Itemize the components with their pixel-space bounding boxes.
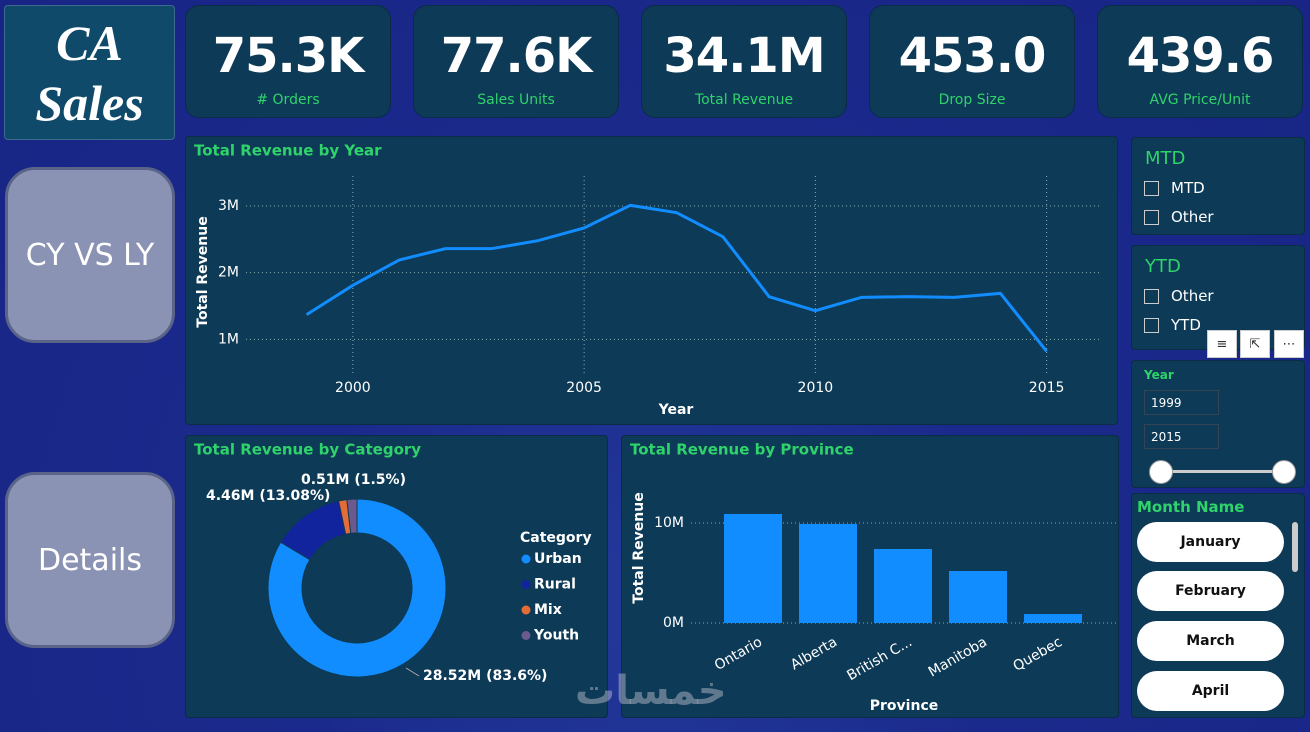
slicer-title: YTD (1145, 256, 1181, 277)
month-button[interactable]: January (1137, 522, 1284, 562)
kpi-value: 75.3K (212, 28, 365, 84)
y-tick-label: 1M (218, 331, 239, 347)
slicer-title: MTD (1145, 148, 1186, 169)
logo-line: CA (56, 15, 123, 71)
watermark: خمسات (575, 668, 727, 714)
kpi-value: 453.0 (898, 28, 1047, 84)
x-axis-title: Province (870, 698, 938, 714)
slicer-title: Year (1144, 368, 1174, 382)
donut-slice (267, 498, 447, 678)
checkbox[interactable]: YTD (1144, 316, 1201, 334)
logo: CA Sales (4, 5, 175, 140)
kpi-label: AVG Price/Unit (1149, 92, 1251, 108)
leader (405, 667, 420, 677)
kpi-card: 77.6K Sales Units (413, 5, 619, 118)
x-tick-label: 2000 (335, 380, 371, 396)
x-tick-label: 2015 (1029, 380, 1065, 396)
filter-icon[interactable]: ≡ (1207, 330, 1237, 358)
month-button[interactable]: April (1137, 671, 1284, 711)
donut-slice (346, 498, 358, 534)
chart-title: Total Revenue by Category (194, 441, 421, 459)
legend-label: Urban (534, 551, 582, 567)
line (305, 203, 1048, 353)
checkbox[interactable]: MTD (1144, 179, 1205, 197)
date-input[interactable]: 2015 (1144, 424, 1219, 449)
date-input[interactable]: 1999 (1144, 390, 1219, 415)
data-label: 4.46M (13.08%) (206, 488, 330, 504)
y-axis-title: Total Revenue (195, 216, 211, 327)
month-button[interactable]: February (1137, 571, 1284, 611)
bar (724, 514, 782, 623)
nav-button[interactable]: Details (5, 472, 175, 648)
option-label: Other (1171, 287, 1214, 305)
x-tick-label: 2005 (566, 380, 602, 396)
y-tick-label: 10M (654, 515, 684, 531)
y-tick-label: 3M (218, 198, 239, 214)
kpi-card: 75.3K # Orders (185, 5, 391, 118)
slider-track (1160, 470, 1284, 473)
scrollbar[interactable] (1292, 522, 1298, 572)
chart-title: Total Revenue by Province (630, 441, 854, 459)
kpi-value: 439.6 (1126, 28, 1275, 84)
kpi-value: 77.6K (440, 28, 593, 84)
kpi-label: Sales Units (477, 92, 555, 108)
bar (1024, 614, 1082, 623)
y-tick-label: 0M (663, 615, 684, 631)
data-label: 28.52M (83.6%) (423, 668, 547, 684)
logo-line: Sales (35, 75, 144, 131)
slicer: MTD MTD Other (1131, 137, 1305, 235)
option-label: MTD (1171, 179, 1205, 197)
kpi-label: Total Revenue (694, 92, 794, 108)
bar (874, 549, 932, 623)
kpi-card: 34.1M Total Revenue (641, 5, 847, 118)
option-label: YTD (1171, 316, 1201, 334)
focus-icon[interactable]: ⇱ (1240, 330, 1270, 358)
bar (949, 571, 1007, 623)
x-tick-label: 2010 (798, 380, 834, 396)
bar (799, 524, 857, 623)
legend-label: Youth (533, 628, 579, 644)
slider-handle[interactable] (1272, 460, 1296, 484)
legend-title: Category (520, 530, 592, 546)
more-icon[interactable]: ⋯ (1274, 330, 1304, 358)
x-tick-label: Manitoba (926, 634, 990, 680)
donut-chart: Total Revenue by Category 28.52M (83.6%) 4… (185, 435, 608, 718)
kpi-label: # Orders (256, 92, 320, 108)
checkbox[interactable]: Other (1144, 208, 1214, 226)
checkbox[interactable]: Other (1144, 287, 1214, 305)
kpi-value: 34.1M (663, 28, 825, 84)
nav-button[interactable]: CY VS LY (5, 167, 175, 343)
chart-title: Total Revenue by Year (194, 142, 382, 160)
kpi-label: Drop Size (938, 92, 1006, 108)
legend-label: Mix (534, 602, 562, 618)
kpi-card: 453.0 Drop Size (869, 5, 1075, 118)
legend-marker (521, 605, 531, 615)
month-button[interactable]: March (1137, 621, 1284, 661)
x-tick-label: Alberta (788, 634, 840, 673)
legend-label: Rural (534, 577, 576, 593)
kpi-card: 439.6 AVG Price/Unit (1097, 5, 1303, 118)
slicer: Month Name January February March April (1131, 493, 1305, 718)
line-chart: Total Revenue by Year 1M 2M 3M 2000 2005 2010 2… (185, 136, 1118, 425)
data-label: 0.51M (1.5%) (301, 472, 406, 488)
legend-marker (521, 554, 531, 564)
x-axis-title: Year (658, 402, 694, 418)
x-tick-label: Quebec (1010, 634, 1065, 675)
slicer-title: Month Name (1137, 498, 1245, 516)
x-tick-label: British C... (844, 634, 915, 684)
legend-marker (521, 631, 531, 640)
legend-marker (521, 580, 531, 589)
y-axis-title: Total Revenue (631, 492, 647, 603)
option-label: Other (1171, 208, 1214, 226)
y-tick-label: 2M (218, 265, 239, 281)
slider-handle[interactable] (1149, 460, 1173, 484)
slicer: Year 1999 2015 (1131, 360, 1305, 488)
